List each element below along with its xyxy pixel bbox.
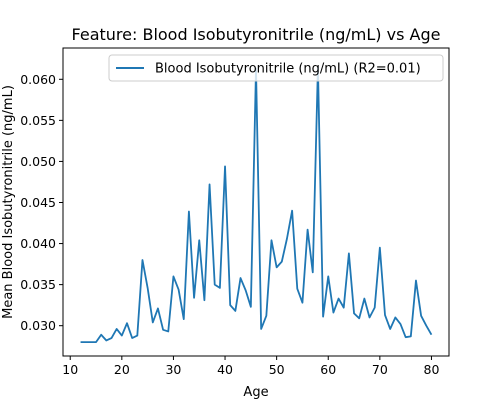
chart-title: Feature: Blood Isobutyronitrile (ng/mL) … — [72, 25, 441, 44]
y-axis-label: Mean Blood Isobutyronitrile (ng/mL) — [1, 85, 16, 319]
x-tick-label: 60 — [320, 362, 336, 377]
x-axis-label: Age — [243, 385, 268, 400]
x-tick-label: 50 — [269, 362, 285, 377]
y-tick-label: 0.060 — [20, 72, 56, 87]
y-tick-label: 0.035 — [20, 277, 56, 292]
legend: Blood Isobutyronitrile (ng/mL) (R2=0.01) — [109, 55, 443, 81]
x-tick-label: 30 — [165, 362, 181, 377]
y-tick-label: 0.050 — [20, 154, 56, 169]
legend-label: Blood Isobutyronitrile (ng/mL) (R2=0.01) — [155, 62, 421, 77]
y-tick-label: 0.030 — [20, 318, 56, 333]
x-tick-label: 10 — [62, 362, 78, 377]
y-tick-label: 0.040 — [20, 236, 56, 251]
series-line — [81, 67, 432, 342]
x-tick-label: 40 — [217, 362, 233, 377]
y-tick-label: 0.045 — [20, 195, 56, 210]
x-tick-label: 80 — [424, 362, 440, 377]
x-tick-label: 20 — [114, 362, 130, 377]
y-tick-label: 0.055 — [20, 113, 56, 128]
x-tick-label: 70 — [372, 362, 388, 377]
